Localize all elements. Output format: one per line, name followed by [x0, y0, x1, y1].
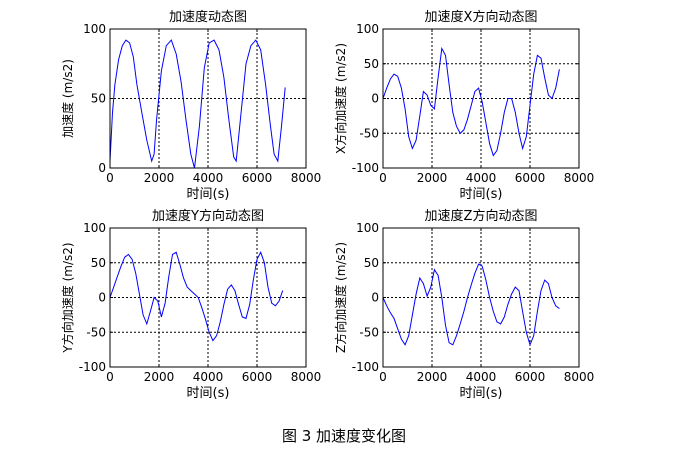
x-axis-label: 时间(s) [187, 187, 230, 202]
x-tick-label: 4000 [466, 171, 497, 185]
y-axis-label: X方向加速度 (m/s2) [333, 43, 348, 154]
x-tick-label: 8000 [291, 171, 322, 185]
x-tick-label: 0 [106, 370, 114, 384]
x-axis-label: 时间(s) [187, 386, 230, 401]
x-tick-label: 2000 [144, 370, 175, 384]
y-tick-label: 0 [98, 161, 106, 175]
figure-caption: 图 3 加速度变化图 [281, 427, 407, 445]
x-tick-label: 0 [379, 370, 387, 384]
series-line [382, 46, 560, 157]
series-line [109, 39, 286, 169]
x-tick-label: 6000 [515, 171, 546, 185]
y-tick-label: 100 [356, 22, 379, 36]
y-tick-label: 50 [364, 256, 379, 270]
x-tick-label: 8000 [564, 171, 595, 185]
subplot-4: 0 2000 4000 6000 8000 -100 -50 0 50 100 加速度Z方向动态图时… [333, 208, 594, 401]
subplot-2: 0 2000 4000 6000 8000 -100 -50 0 50 100 加速度X方向动态图时… [333, 9, 594, 202]
y-tick-label: -50 [359, 126, 379, 140]
x-tick-label: 4000 [466, 370, 497, 384]
y-tick-label: 50 [91, 92, 106, 106]
y-tick-label: -50 [359, 325, 379, 339]
y-axis-label: 加速度 (m/s2) [60, 59, 75, 138]
x-tick-label: 6000 [242, 370, 273, 384]
x-axis-label: 时间(s) [460, 187, 503, 202]
subplot-title: 加速度Z方向动态图 [425, 208, 538, 224]
subplot-3: 0 2000 4000 6000 8000 -100 -50 0 50 100 加速度Y方向动态图时… [60, 208, 321, 401]
y-axis-label: Z方向加速度 (m/s2) [333, 242, 348, 353]
y-tick-label: 100 [356, 221, 379, 235]
series-line [109, 251, 284, 342]
subplot-title: 加速度Y方向动态图 [152, 208, 264, 224]
x-tick-label: 2000 [417, 370, 448, 384]
y-tick-label: -100 [352, 161, 379, 175]
y-tick-label: 100 [83, 22, 106, 36]
y-tick-label: 0 [371, 92, 379, 106]
x-tick-label: 6000 [242, 171, 273, 185]
x-axis-label: 时间(s) [460, 386, 503, 401]
y-tick-label: 0 [98, 291, 106, 305]
y-axis-label: Y方向加速度 (m/s2) [60, 242, 75, 353]
y-tick-label: -100 [352, 360, 379, 374]
y-tick-label: 50 [364, 57, 379, 71]
y-tick-label: 0 [371, 291, 379, 305]
x-tick-label: 8000 [564, 370, 595, 384]
y-tick-label: -50 [86, 325, 106, 339]
x-tick-label: 4000 [193, 370, 224, 384]
x-tick-label: 2000 [417, 171, 448, 185]
y-tick-label: 50 [91, 256, 106, 270]
y-tick-label: -100 [79, 360, 106, 374]
subplot-title: 加速度X方向动态图 [425, 9, 538, 25]
x-tick-label: 2000 [144, 171, 175, 185]
series-line [382, 263, 560, 347]
x-tick-label: 6000 [515, 370, 546, 384]
y-tick-label: 100 [83, 221, 106, 235]
x-tick-label: 4000 [193, 171, 224, 185]
subplot-title: 加速度动态图 [169, 9, 247, 25]
x-tick-label: 0 [106, 171, 114, 185]
x-tick-label: 8000 [291, 370, 322, 384]
x-tick-label: 0 [379, 171, 387, 185]
